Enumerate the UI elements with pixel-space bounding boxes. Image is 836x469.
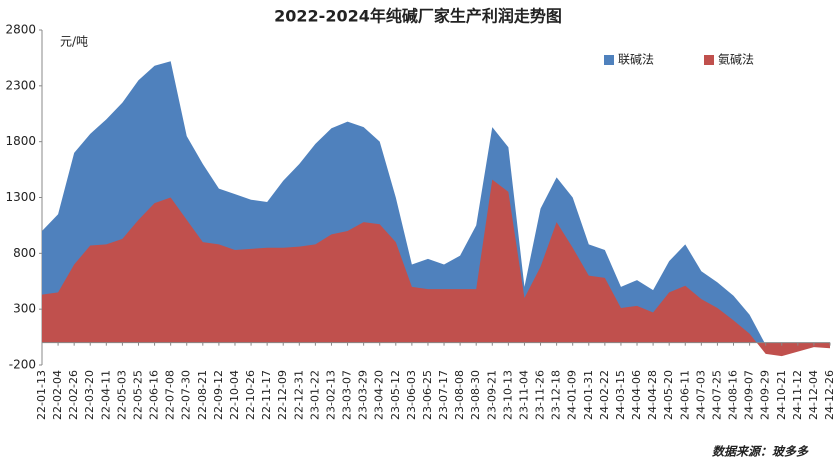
y-tick-label: 2300 <box>5 78 36 92</box>
x-tick-label: 24-09-29 <box>759 370 772 420</box>
source-note: 数据来源：玻多多 <box>712 445 809 459</box>
x-tick-label: 22-08-21 <box>196 370 209 420</box>
x-tick-label: 24-02-22 <box>598 370 611 420</box>
x-tick-label: 24-09-07 <box>743 370 756 420</box>
x-tick-label: 24-08-16 <box>727 370 740 420</box>
x-tick-label: 23-11-04 <box>517 370 530 420</box>
x-tick-label: 24-03-15 <box>614 370 627 420</box>
legend-label: 联碱法 <box>618 53 654 67</box>
x-tick-label: 22-06-16 <box>148 370 161 420</box>
x-tick-label: 22-12-31 <box>292 370 305 420</box>
x-tick-label: 22-10-26 <box>244 370 257 420</box>
x-tick-label: 24-07-03 <box>694 370 707 420</box>
y-tick-label: 300 <box>13 302 36 316</box>
x-tick-label: 23-10-13 <box>501 370 514 420</box>
x-tick-label: 23-09-21 <box>485 370 498 420</box>
x-tick-label: 24-01-09 <box>566 370 579 420</box>
x-tick-label: 23-11-26 <box>534 370 547 420</box>
x-tick-label: 23-03-29 <box>357 370 370 420</box>
y-tick-label: -200 <box>9 358 36 372</box>
x-tick-label: 24-04-06 <box>630 370 643 420</box>
x-tick-label: 24-06-11 <box>678 370 691 420</box>
x-tick-label: 23-08-08 <box>453 370 466 420</box>
x-tick-label: 22-02-04 <box>51 370 64 420</box>
x-tick-label: 22-10-04 <box>228 370 241 420</box>
y-tick-label: 800 <box>13 246 36 260</box>
x-tick-label: 23-05-12 <box>389 370 402 420</box>
x-tick-label: 23-06-25 <box>421 370 434 420</box>
x-tick-label: 22-02-26 <box>67 370 80 420</box>
x-tick-label: 22-07-30 <box>180 370 193 420</box>
x-tick-label: 22-07-08 <box>164 370 177 420</box>
y-axis-label: 元/吨 <box>60 35 88 49</box>
x-tick-label: 22-04-11 <box>99 370 112 420</box>
x-tick-label: 23-06-03 <box>405 370 418 420</box>
area <box>42 179 830 357</box>
x-tick-label: 22-05-25 <box>131 370 144 420</box>
x-tick-label: 22-11-17 <box>260 370 273 420</box>
legend-swatch <box>704 55 714 65</box>
y-tick-label: 1800 <box>5 134 36 148</box>
x-tick-label: 23-02-13 <box>324 370 337 420</box>
x-tick-label: 23-08-30 <box>469 370 482 420</box>
x-tick-label: 24-12-26 <box>823 370 836 420</box>
y-tick-label: 2800 <box>5 23 36 37</box>
x-tick-label: 22-12-09 <box>276 370 289 420</box>
x-tick-label: 24-12-04 <box>807 370 820 420</box>
x-tick-label: 22-01-13 <box>35 370 48 420</box>
x-tick-label: 24-11-12 <box>791 370 804 420</box>
legend-label: 氨碱法 <box>718 53 754 67</box>
x-tick-label: 23-03-07 <box>341 370 354 420</box>
y-tick-label: 1300 <box>5 190 36 204</box>
x-tick-label: 24-01-31 <box>582 370 595 420</box>
x-tick-label: 22-03-20 <box>83 370 96 420</box>
x-tick-label: 22-09-12 <box>212 370 225 420</box>
x-tick-label: 24-04-28 <box>646 370 659 420</box>
x-tick-label: 23-01-22 <box>308 370 321 420</box>
legend-swatch <box>604 55 614 65</box>
x-tick-label: 24-05-20 <box>662 370 675 420</box>
x-tick-label: 23-12-18 <box>550 370 563 420</box>
x-tick-label: 24-07-25 <box>710 370 723 420</box>
x-tick-label: 24-10-21 <box>775 370 788 420</box>
x-tick-label: 22-05-03 <box>115 370 128 420</box>
x-tick-label: 23-04-20 <box>373 370 386 420</box>
chart-title: 2022-2024年纯碱厂家生产利润走势图 <box>274 7 562 26</box>
x-tick-label: 23-07-17 <box>437 370 450 420</box>
